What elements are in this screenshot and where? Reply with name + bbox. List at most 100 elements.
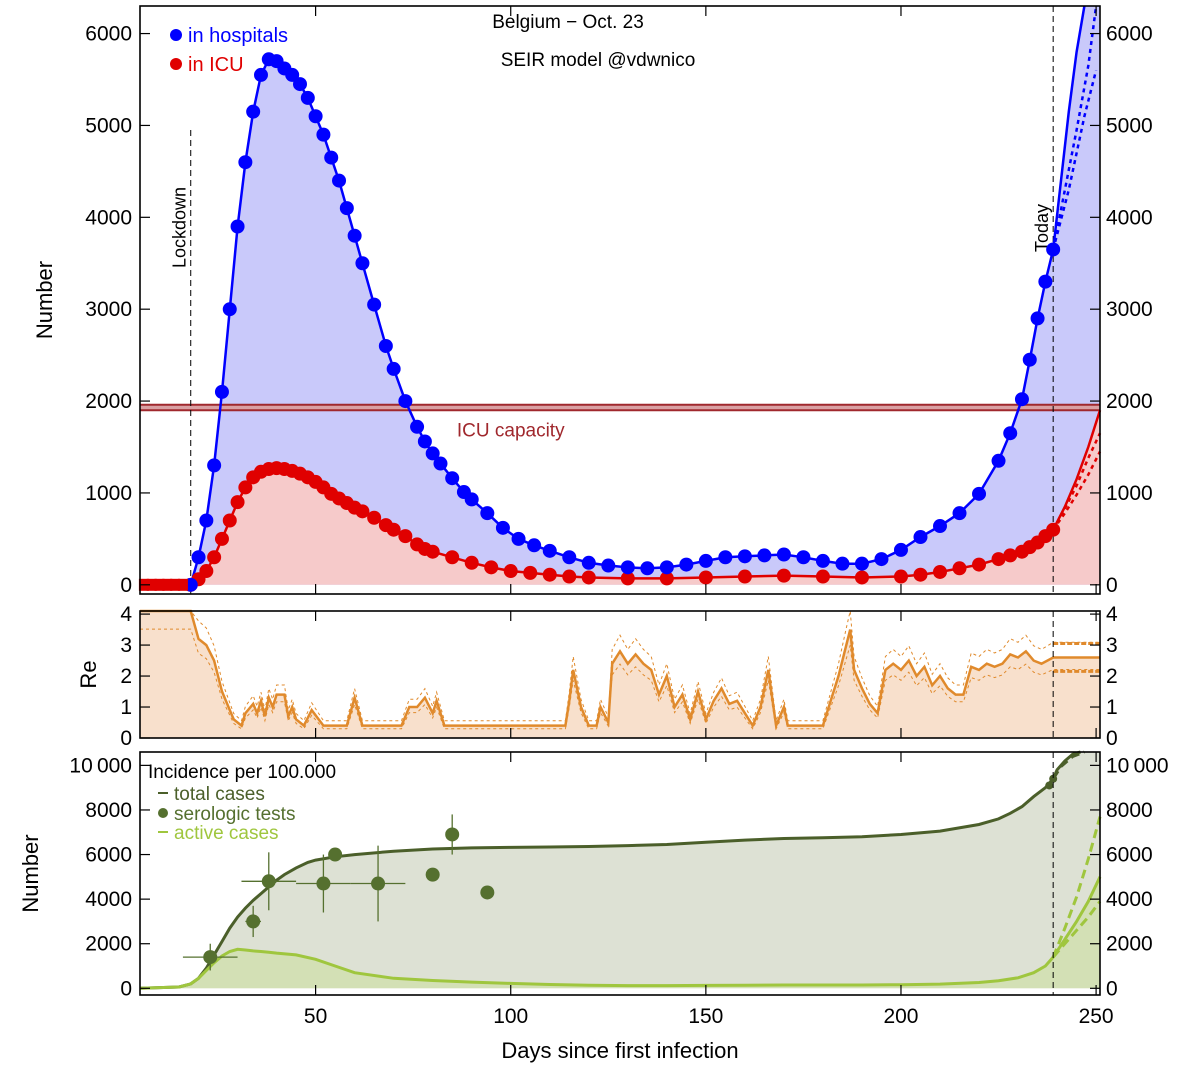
in-icu-point [581, 570, 596, 585]
in-hospitals-point [367, 297, 382, 312]
y-tick-label-left: 2000 [85, 390, 132, 413]
y-tick-label-right: 3000 [1106, 298, 1153, 321]
in-icu-point [464, 555, 479, 570]
legend-label-serologic-tests: serologic tests [174, 804, 295, 825]
re-area [140, 611, 1100, 738]
y-tick-label-left: 2 [120, 665, 132, 688]
y-tick-label-left: 6000 [85, 23, 132, 46]
in-hospitals-point [378, 338, 393, 353]
in-icu-point [177, 578, 188, 591]
y-tick-label-right: 1 [1106, 696, 1118, 719]
in-hospitals-point [933, 519, 947, 534]
legend-label-in-hospitals: in hospitals [188, 25, 288, 47]
in-hospitals-point [581, 555, 596, 570]
in-hospitals-point [835, 556, 850, 571]
in-hospitals-point [1022, 352, 1037, 367]
re-line [140, 609, 1100, 731]
projection-line [1052, 900, 1102, 959]
in-icu-point [659, 571, 674, 586]
in-hospitals-point [1030, 311, 1045, 326]
in-icu-point [425, 544, 440, 559]
in-hospitals-point [495, 520, 510, 535]
in-hospitals-point [718, 550, 733, 565]
in-hospitals-point [332, 173, 347, 188]
in-icu-point [445, 550, 460, 565]
in-icu-point [355, 504, 370, 519]
y-tick-label-left: 4000 [85, 888, 132, 911]
in-hospitals-point [207, 458, 222, 473]
in-hospitals-point [874, 552, 889, 567]
hospital-area-fills [140, 6, 1100, 585]
legend-label-in-icu: in ICU [188, 54, 244, 76]
y-tick-label-right: 1000 [1106, 482, 1153, 505]
in-hospitals-point [398, 394, 413, 409]
in-hospitals-point [199, 513, 214, 528]
in-icu-point [146, 578, 157, 591]
y-tick-label-right: 2 [1106, 665, 1118, 688]
in-icu-point [170, 578, 181, 591]
incidence-y-axis-label: Number [18, 834, 43, 912]
re-y-axis-label: Re [76, 660, 101, 688]
incidence-panel: 0 0 2000 2000 4000 4000 6000 6000 8000 8000 10 000… [18, 750, 1169, 1063]
in-hospitals-point [511, 531, 526, 546]
projection-line [1051, 816, 1102, 958]
chart-title: Belgium − Oct. 23 [492, 12, 644, 33]
in-hospitals-point [308, 109, 323, 124]
re-plot-frame [139, 610, 1101, 739]
in-hospitals-point [355, 256, 370, 271]
in-hospitals-point [620, 560, 635, 575]
in-icu-point [484, 560, 499, 575]
in-icu-point [562, 569, 577, 584]
in-icu-point [503, 564, 518, 579]
legend-label-active-cases: active cases [174, 823, 279, 844]
y-tick-label-left: 5000 [85, 114, 132, 137]
in-hospitals-point [445, 471, 460, 486]
in-icu-point [222, 513, 237, 528]
in-hospitals-point [757, 548, 772, 563]
incidence-axes: 0 0 2000 2000 4000 4000 6000 6000 8000 8000 10 000… [69, 752, 1169, 1028]
serologic-test-point [371, 876, 386, 891]
serologic-test-point [246, 914, 261, 929]
y-tick-label-left: 2000 [85, 933, 132, 956]
y-tick-label-left: 0 [120, 977, 132, 1000]
re-axes: 0 0 1 1 2 2 3 3 4 4 [120, 603, 1118, 750]
in-hospitals-point [285, 67, 300, 82]
projection-line [1052, 432, 1102, 531]
projection-line [1051, 69, 1098, 250]
in-hospitals-point [679, 557, 694, 572]
chart-subtitle: SEIR model @vdwnico [501, 50, 696, 71]
in-hospitals-point [972, 486, 987, 501]
y-tick-label-left: 4000 [85, 206, 132, 229]
re-series-lines [140, 609, 1100, 738]
serologic-test-point [328, 847, 343, 862]
y-tick-label-right: 4000 [1106, 888, 1153, 911]
in-hospitals-point [425, 446, 440, 461]
in-icu-point [698, 570, 713, 585]
serologic-test-point [316, 876, 331, 891]
y-tick-label-right: 10 000 [1106, 754, 1169, 777]
legend-marker-in-hospitals [170, 29, 182, 41]
in-icu-point [238, 480, 253, 495]
active-cases-line [139, 947, 1055, 990]
in-hospitals-point [1046, 242, 1061, 257]
hospital-axes: 0 0 1000 1000 2000 2000 3000 3000 4000 4000 5000 50… [85, 6, 1153, 597]
serologic-test-point [203, 950, 218, 965]
in-icu-area [140, 410, 1100, 585]
in-hospitals-point [952, 506, 967, 521]
y-tick-label-right: 6000 [1106, 23, 1153, 46]
y-tick-label-left: 8000 [85, 799, 132, 822]
y-tick-label-right: 4000 [1106, 206, 1153, 229]
in-hospitals-point [293, 77, 307, 92]
y-tick-label-left: 4 [120, 603, 132, 626]
in-hospitals-point [230, 219, 245, 234]
y-tick-label-left: 10 000 [69, 754, 132, 777]
in-hospitals-point [698, 553, 713, 568]
active-cases-area [140, 876, 1100, 989]
y-tick-label-left: 1000 [85, 482, 132, 505]
in-hospitals-point [222, 302, 237, 317]
in-hospitals-point [339, 201, 354, 216]
in-icu-point [230, 495, 245, 510]
total-cases-area [140, 752, 1100, 989]
in-hospitals-point [433, 456, 448, 471]
y-tick-label-right: 5000 [1106, 114, 1153, 137]
